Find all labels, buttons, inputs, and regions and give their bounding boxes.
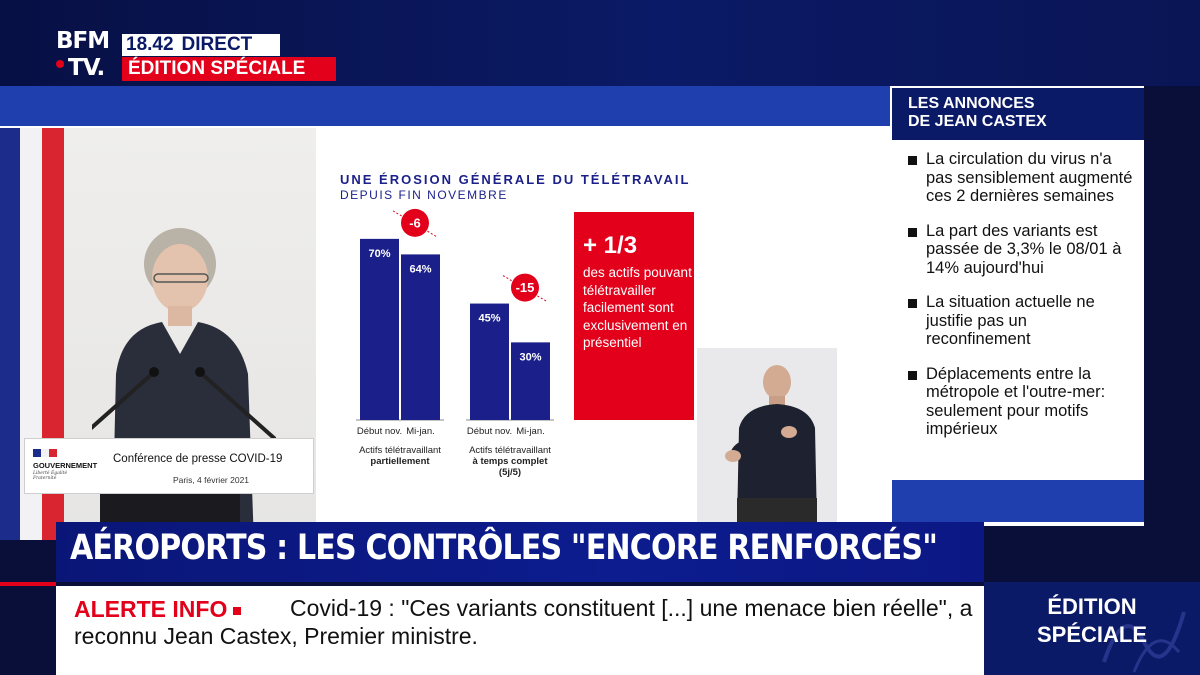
government-name: GOUVERNEMENT <box>33 461 98 470</box>
top-bar: BFM TV. 18.42 DIRECT ÉDITION SPÉCIALE <box>0 0 1200 86</box>
bar-value-label: 64% <box>409 263 431 275</box>
logo-dot-icon <box>56 60 64 68</box>
speaker-video: GOUVERNEMENT Liberté Égalité Fraternité … <box>0 128 316 540</box>
podium-sign: GOUVERNEMENT Liberté Égalité Fraternité … <box>24 438 314 494</box>
group-label-line1: Actifs télétravaillant <box>359 445 441 456</box>
category-label: Début nov. <box>467 426 512 437</box>
announcements-header-line2: DE JEAN CASTEX <box>908 113 1047 130</box>
news-ticker: Covid-19 : "Ces variants constituent [..… <box>56 586 984 675</box>
french-flag-icon <box>0 128 64 540</box>
bar <box>360 238 399 420</box>
ticker-left-strip <box>0 586 56 675</box>
government-motto: Liberté Égalité Fraternité <box>33 471 68 481</box>
callout-text: des actifs pouvant télétravailler facile… <box>583 265 692 350</box>
sign-language-interpreter-icon <box>697 348 837 524</box>
change-badge <box>401 208 429 237</box>
announcement-text: La situation actuelle ne justifie pas un… <box>926 293 1095 348</box>
announcements-header-line1: LES ANNONCES <box>908 95 1035 112</box>
headline-accent <box>0 582 56 586</box>
bullet-icon <box>908 156 917 165</box>
slide-title: UNE ÉROSION GÉNÉRALE DU TÉLÉTRAVAIL <box>340 172 691 187</box>
announcements-footer-strip <box>892 480 1144 522</box>
government-logo: GOUVERNEMENT Liberté Égalité Fraternité <box>31 449 107 489</box>
slide-subtitle: DEPUIS FIN NOVEMBRE <box>340 188 508 202</box>
callout-box: + 1/3 des actifs pouvant télétravailler … <box>574 212 694 420</box>
list-item: Déplacements entre la métropole et l'out… <box>892 365 1144 439</box>
edition-label: ÉDITION SPÉCIALE <box>122 57 336 81</box>
stage-top-strip <box>0 86 890 126</box>
bar-value-label: 45% <box>478 313 500 325</box>
live-label: DIRECT <box>181 34 253 55</box>
conference-title: Conférence de presse COVID-19 <box>113 453 283 465</box>
list-item: La part des variants est passée de 3,3% … <box>892 222 1144 278</box>
callout-headline: + 1/3 <box>583 232 638 259</box>
group-label-line2: à temps complet <box>473 456 549 467</box>
change-badge <box>511 273 539 302</box>
logo-line2: TV. <box>68 55 105 81</box>
alert-square-icon <box>233 606 242 615</box>
bar <box>401 254 440 420</box>
headline-band: AÉROPORTS : LES CONTRÔLES "ENCORE RENFOR… <box>56 522 984 582</box>
list-item: La situation actuelle ne justifie pas un… <box>892 293 1144 349</box>
announcement-text: La part des variants est passée de 3,3% … <box>926 221 1122 277</box>
badge-line1: ÉDITION <box>1047 594 1137 619</box>
announcement-text: Déplacements entre la métropole et l'out… <box>926 364 1106 439</box>
ticker-text: Covid-19 : "Ces variants constituent [..… <box>74 595 973 649</box>
conference-place-date: Paris, 4 février 2021 <box>172 475 250 485</box>
list-item: La circulation du virus n'a pas sensible… <box>892 150 1144 206</box>
bfmtv-logo: BFM TV. <box>56 30 118 84</box>
telework-bar-chart: 70% Début nov. 64% Mi-jan. Actifs télétravai… <box>356 208 554 478</box>
change-label: -6 <box>409 215 421 230</box>
bullet-icon <box>908 299 917 308</box>
ticker-label: ALERTE INFO <box>74 596 242 623</box>
announcements-panel: LES ANNONCES DE JEAN CASTEX La circulati… <box>892 88 1144 480</box>
category-label: Mi-jan. <box>406 426 435 437</box>
announcements-list: La circulation du virus n'a pas sensible… <box>892 150 1144 455</box>
group-label-line3: (5j/5) <box>499 467 521 478</box>
edition-badge: ÉDITION SPÉCIALE <box>984 582 1200 675</box>
bullet-icon <box>908 370 917 380</box>
mini-flag-icon <box>33 449 57 457</box>
bullet-icon <box>908 227 917 237</box>
clock-time: 18.42 <box>126 34 174 55</box>
bar-value-label: 30% <box>519 351 541 363</box>
badge-scribble-icon <box>1102 611 1186 673</box>
badge-line2: SPÉCIALE <box>1036 622 1148 647</box>
announcements-header: LES ANNONCES DE JEAN CASTEX <box>892 88 1144 140</box>
logo-line1: BFM <box>56 28 110 54</box>
time-live-box: 18.42 DIRECT <box>122 34 280 56</box>
category-label: Début nov. <box>357 426 402 437</box>
headline-text: AÉROPORTS : LES CONTRÔLES "ENCORE RENFOR… <box>70 528 938 568</box>
group-label-line2: partiellement <box>370 456 430 467</box>
announcement-text: La circulation du virus n'a pas sensible… <box>926 150 1133 205</box>
change-label: -15 <box>516 280 535 295</box>
right-edge <box>1144 86 1200 582</box>
group-label-line1: Actifs télétravaillant <box>469 445 551 456</box>
bar-value-label: 70% <box>368 248 390 260</box>
category-label: Mi-jan. <box>516 426 545 437</box>
alert-label: ALERTE INFO <box>74 596 228 622</box>
bar <box>470 303 509 420</box>
bar <box>511 342 550 420</box>
